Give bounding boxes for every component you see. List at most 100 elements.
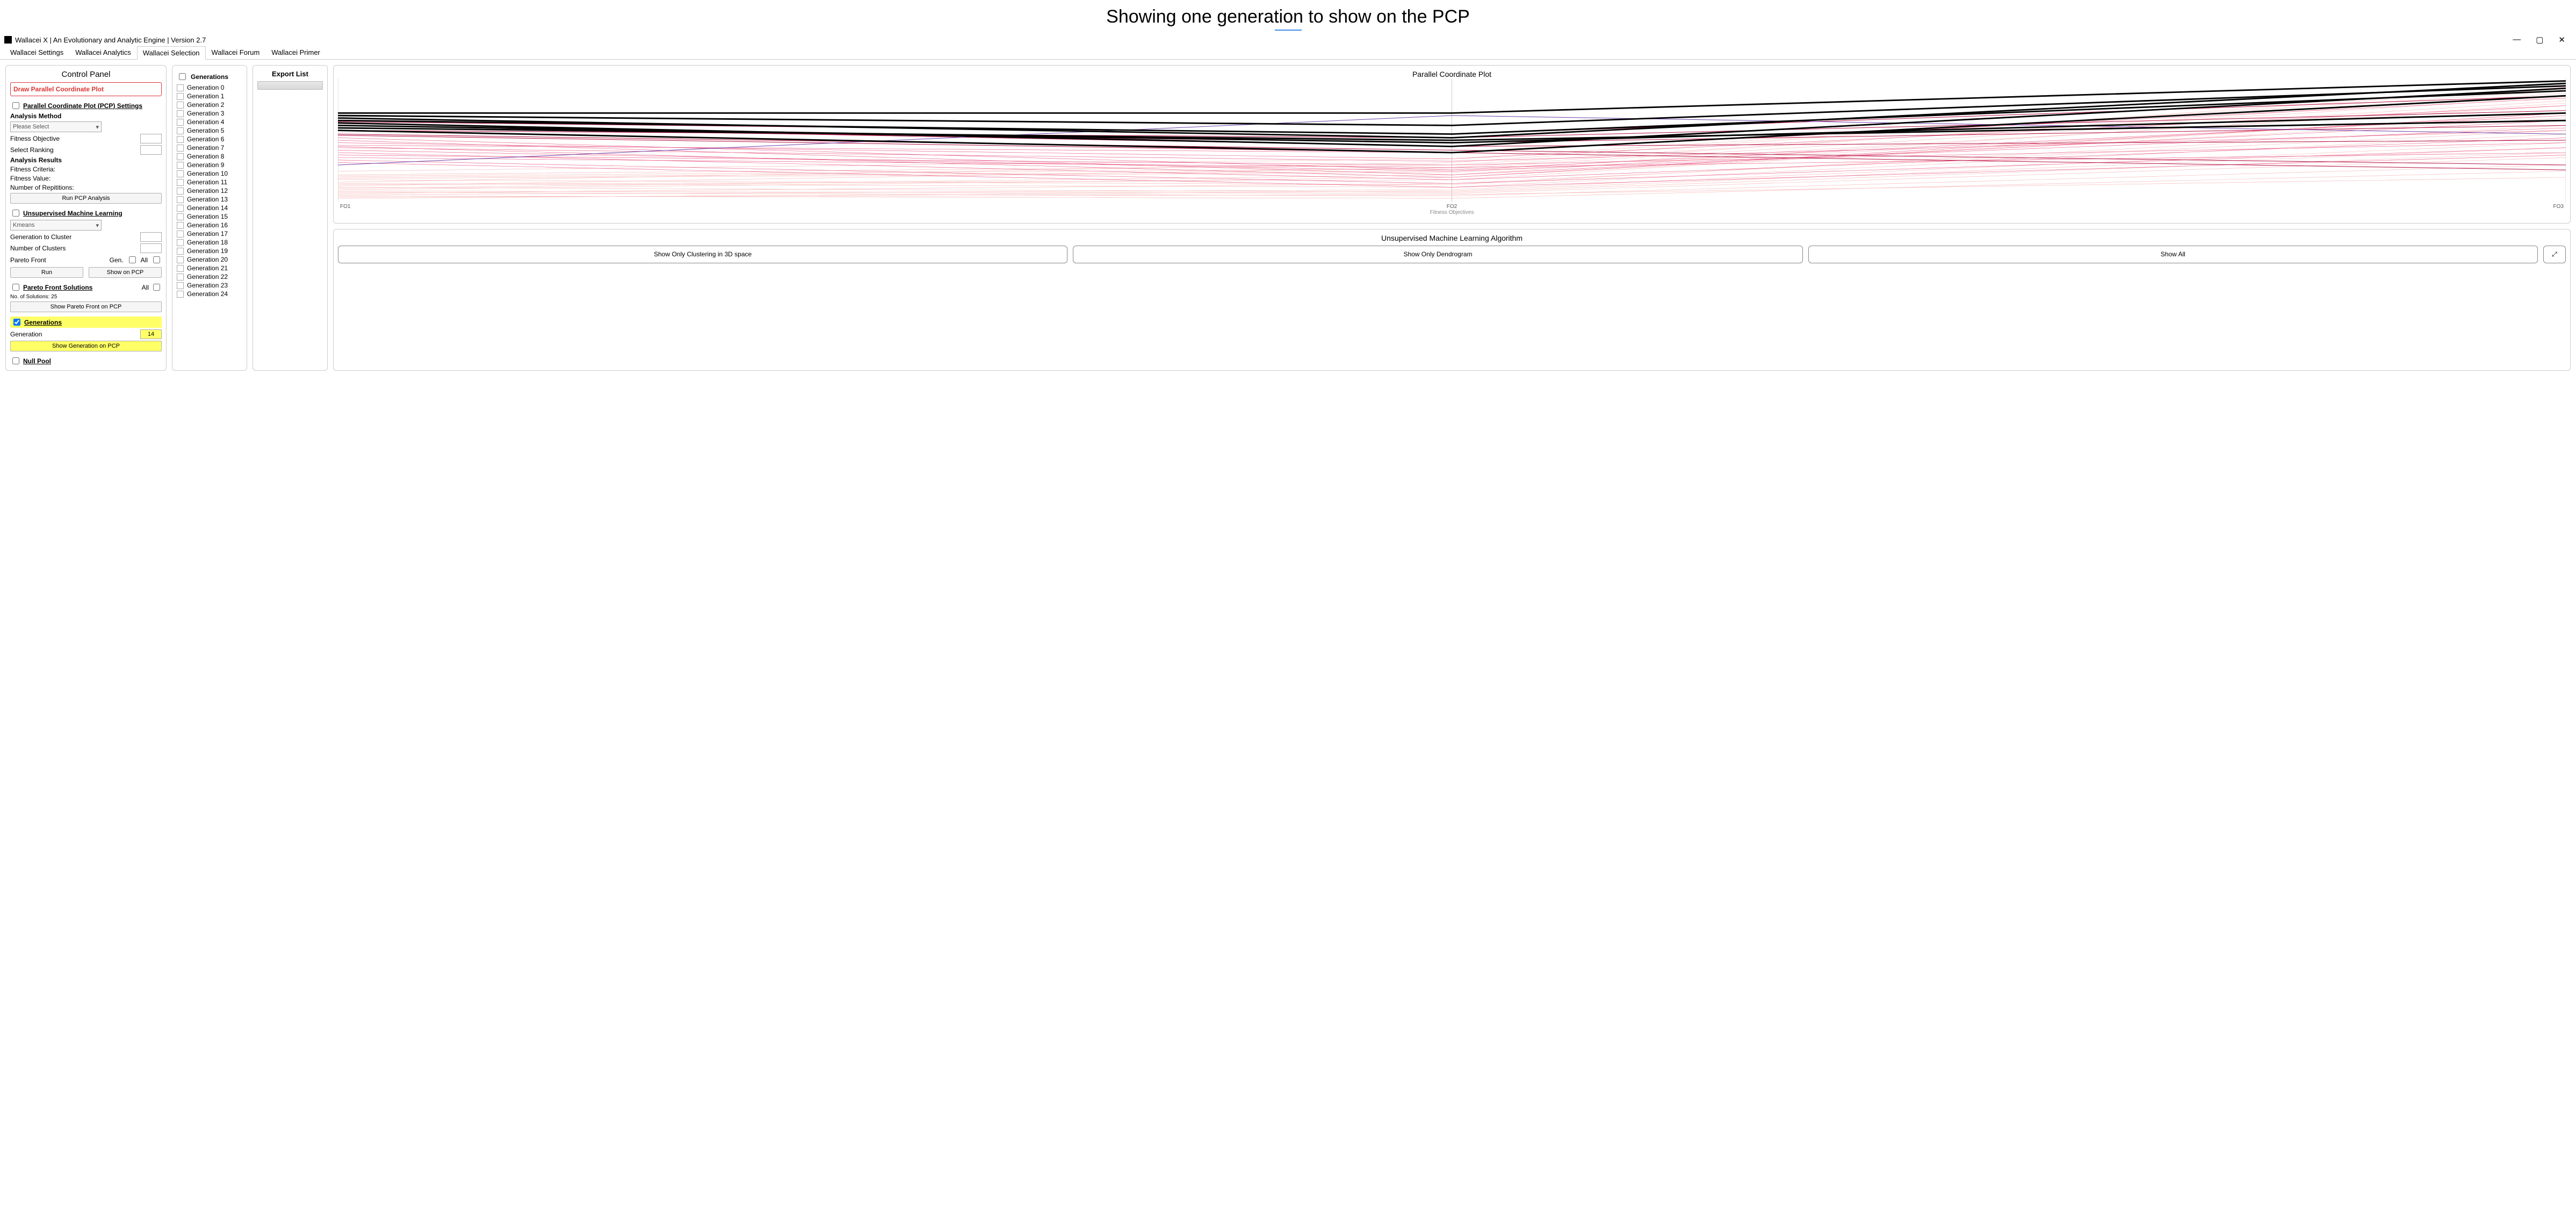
zoom-button[interactable]: ⤢ bbox=[2543, 246, 2566, 263]
generation-item-checkbox[interactable] bbox=[177, 196, 184, 203]
null-pool-checkbox[interactable] bbox=[12, 357, 19, 364]
generation-item-checkbox[interactable] bbox=[177, 205, 184, 212]
pcp-settings-label: Parallel Coordinate Plot (PCP) Settings bbox=[23, 102, 142, 110]
generation-item-label: Generation 3 bbox=[187, 110, 224, 117]
uml-method-value: Kmeans bbox=[13, 222, 34, 228]
num-clusters-input[interactable] bbox=[140, 243, 162, 253]
app-icon bbox=[4, 36, 12, 44]
generation-item-checkbox[interactable] bbox=[177, 213, 184, 220]
generation-item[interactable]: Generation 18 bbox=[177, 239, 242, 246]
pareto-all-checkbox[interactable] bbox=[153, 256, 160, 263]
generation-item[interactable]: Generation 3 bbox=[177, 110, 242, 117]
generation-item[interactable]: Generation 20 bbox=[177, 256, 242, 263]
generation-item-checkbox[interactable] bbox=[177, 162, 184, 169]
fitness-objective-label: Fitness Objective bbox=[10, 135, 137, 142]
generation-item-checkbox[interactable] bbox=[177, 282, 184, 289]
generation-item[interactable]: Generation 9 bbox=[177, 161, 242, 169]
show-dendrogram-button[interactable]: Show Only Dendrogram bbox=[1073, 246, 1802, 263]
generation-item[interactable]: Generation 11 bbox=[177, 178, 242, 186]
generation-item[interactable]: Generation 16 bbox=[177, 221, 242, 229]
generation-item-label: Generation 15 bbox=[187, 213, 228, 220]
generations-header: Generations bbox=[191, 73, 228, 81]
generation-item-checkbox[interactable] bbox=[177, 119, 184, 126]
generation-item-checkbox[interactable] bbox=[177, 239, 184, 246]
fitness-criteria-label: Fitness Criteria: bbox=[10, 166, 55, 173]
generation-item-checkbox[interactable] bbox=[177, 127, 184, 134]
generation-item-checkbox[interactable] bbox=[177, 265, 184, 272]
generation-item[interactable]: Generation 8 bbox=[177, 153, 242, 160]
generation-item[interactable]: Generation 15 bbox=[177, 213, 242, 220]
generation-item-checkbox[interactable] bbox=[177, 274, 184, 281]
generation-item[interactable]: Generation 5 bbox=[177, 127, 242, 134]
show-pareto-front-button[interactable]: Show Pareto Front on PCP bbox=[10, 301, 162, 312]
tab-wallacei-forum[interactable]: Wallacei Forum bbox=[206, 46, 266, 59]
show-generation-on-pcp-button[interactable]: Show Generation on PCP bbox=[10, 341, 162, 351]
close-button[interactable]: ✕ bbox=[2558, 35, 2565, 45]
tab-wallacei-analytics[interactable]: Wallacei Analytics bbox=[69, 46, 137, 59]
run-pcp-analysis-button[interactable]: Run PCP Analysis bbox=[10, 193, 162, 204]
generation-item[interactable]: Generation 22 bbox=[177, 273, 242, 281]
generation-item-checkbox[interactable] bbox=[177, 231, 184, 238]
generation-item[interactable]: Generation 1 bbox=[177, 92, 242, 100]
generation-item-checkbox[interactable] bbox=[177, 84, 184, 91]
uml-checkbox[interactable] bbox=[12, 210, 19, 217]
generation-item[interactable]: Generation 0 bbox=[177, 84, 242, 91]
generation-item-checkbox[interactable] bbox=[177, 222, 184, 229]
generation-item[interactable]: Generation 2 bbox=[177, 101, 242, 109]
export-panel: Export List bbox=[252, 65, 328, 371]
minimize-button[interactable]: — bbox=[2513, 35, 2521, 45]
generation-item-checkbox[interactable] bbox=[177, 153, 184, 160]
generation-item[interactable]: Generation 21 bbox=[177, 264, 242, 272]
generation-input[interactable] bbox=[140, 329, 162, 339]
generation-item[interactable]: Generation 10 bbox=[177, 170, 242, 177]
fitness-objective-input[interactable] bbox=[140, 134, 162, 143]
tab-wallacei-selection[interactable]: Wallacei Selection bbox=[137, 46, 206, 60]
generation-item-checkbox[interactable] bbox=[177, 179, 184, 186]
pareto-gen-checkbox[interactable] bbox=[129, 256, 136, 263]
analysis-method-select[interactable]: Please Select ▾ bbox=[10, 121, 102, 132]
generation-item-checkbox[interactable] bbox=[177, 248, 184, 255]
select-ranking-input[interactable] bbox=[140, 145, 162, 155]
generation-item-label: Generation 13 bbox=[187, 196, 228, 203]
generation-item-checkbox[interactable] bbox=[177, 110, 184, 117]
gen-to-cluster-input[interactable] bbox=[140, 232, 162, 242]
show-clustering-button[interactable]: Show Only Clustering in 3D space bbox=[338, 246, 1067, 263]
run-button[interactable]: Run bbox=[10, 267, 83, 278]
generation-item-checkbox[interactable] bbox=[177, 93, 184, 100]
generation-item[interactable]: Generation 23 bbox=[177, 282, 242, 289]
generation-item-checkbox[interactable] bbox=[177, 170, 184, 177]
show-all-button[interactable]: Show All bbox=[1808, 246, 2538, 263]
generation-item[interactable]: Generation 7 bbox=[177, 144, 242, 152]
generation-item[interactable]: Generation 13 bbox=[177, 196, 242, 203]
generation-item-checkbox[interactable] bbox=[177, 256, 184, 263]
generation-item-checkbox[interactable] bbox=[177, 291, 184, 298]
pcp-settings-checkbox[interactable] bbox=[12, 102, 19, 109]
pfs-all-checkbox[interactable] bbox=[153, 284, 160, 291]
uml-method-select[interactable]: Kmeans ▾ bbox=[10, 220, 102, 231]
tab-wallacei-primer[interactable]: Wallacei Primer bbox=[265, 46, 326, 59]
generation-item[interactable]: Generation 14 bbox=[177, 204, 242, 212]
generation-item[interactable]: Generation 19 bbox=[177, 247, 242, 255]
generation-row-label: Generation bbox=[10, 330, 137, 338]
generations-checkbox[interactable] bbox=[13, 319, 20, 326]
pareto-front-solutions-checkbox[interactable] bbox=[12, 284, 19, 291]
tab-wallacei-settings[interactable]: Wallacei Settings bbox=[4, 46, 69, 59]
generation-item-checkbox[interactable] bbox=[177, 102, 184, 109]
generation-item[interactable]: Generation 17 bbox=[177, 230, 242, 238]
uml-panel: Unsupervised Machine Learning Algorithm … bbox=[333, 229, 2571, 371]
generation-item[interactable]: Generation 12 bbox=[177, 187, 242, 195]
maximize-button[interactable]: ▢ bbox=[2536, 35, 2543, 45]
generation-item[interactable]: Generation 6 bbox=[177, 135, 242, 143]
generation-item[interactable]: Generation 4 bbox=[177, 118, 242, 126]
generation-item-checkbox[interactable] bbox=[177, 136, 184, 143]
generations-section-label: Generations bbox=[24, 319, 62, 326]
generation-item-label: Generation 9 bbox=[187, 161, 224, 169]
generation-item[interactable]: Generation 24 bbox=[177, 290, 242, 298]
generations-panel: Generations Generation 0Generation 1Gene… bbox=[172, 65, 247, 371]
generation-item-checkbox[interactable] bbox=[177, 188, 184, 195]
show-on-pcp-button[interactable]: Show on PCP bbox=[89, 267, 162, 278]
generations-header-checkbox[interactable] bbox=[179, 73, 186, 80]
draw-pcp-button[interactable]: Draw Parallel Coordinate Plot bbox=[10, 82, 162, 96]
pfs-all-label: All bbox=[142, 284, 149, 291]
generation-item-checkbox[interactable] bbox=[177, 145, 184, 152]
